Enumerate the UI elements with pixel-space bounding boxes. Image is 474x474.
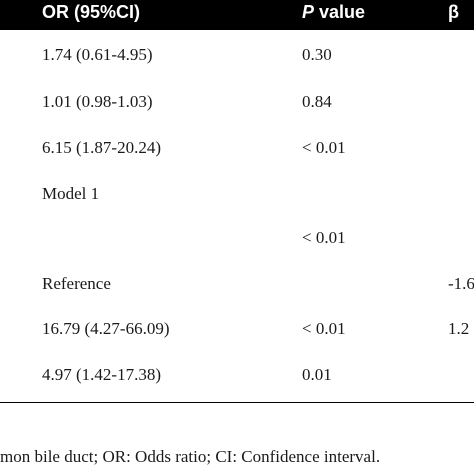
table-cell-or: 1.01 (0.98-1.03) <box>42 92 153 111</box>
table-cell-or: 4.97 (1.42-17.38) <box>42 365 161 384</box>
table-cell-p: < 0.01 <box>302 319 346 338</box>
table-cell-or: Reference <box>42 274 111 293</box>
table-footnote: mon bile duct; OR: Odds ratio; CI: Confi… <box>0 447 381 466</box>
table-cell-p: < 0.01 <box>302 228 346 247</box>
header-beta: β <box>448 2 459 22</box>
table-bottom-rule <box>0 402 474 403</box>
table-cell-or: 1.74 (0.61-4.95) <box>42 45 153 64</box>
table-cell-or: 16.79 (4.27-66.09) <box>42 319 170 338</box>
table-cell-p: 0.30 <box>302 45 332 64</box>
header-p-italic: P <box>302 2 315 22</box>
table-cell-or: Model 1 <box>42 184 100 203</box>
header-or-ci: OR (95%CI) <box>42 2 141 22</box>
header-p-value: P value <box>302 0 365 24</box>
table-cell-or: 6.15 (1.87-20.24) <box>42 138 161 157</box>
table-cell-beta: -1.6 <box>448 274 474 293</box>
table-header: OR (95%CI) P value β <box>0 0 474 30</box>
header-p-rest: value <box>314 2 366 22</box>
table-cell-p: 0.84 <box>302 92 332 111</box>
table-cell-p: < 0.01 <box>302 138 346 157</box>
table-cell-p: 0.01 <box>302 365 332 384</box>
table-cell-beta: 1.2 <box>448 319 470 338</box>
